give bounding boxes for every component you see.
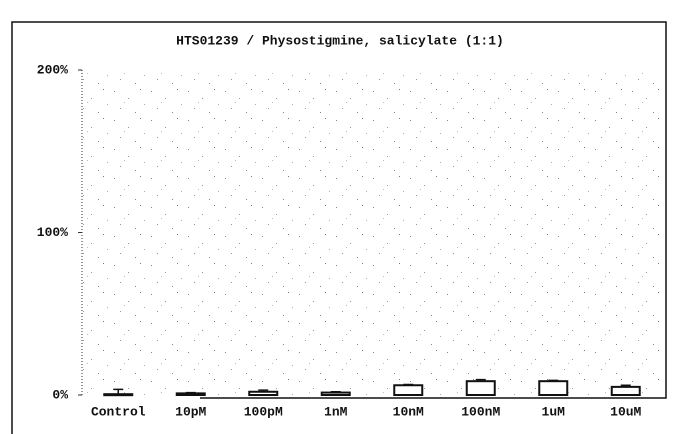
frame <box>11 21 667 434</box>
y-tick-label: 0% <box>52 387 68 402</box>
error-bar <box>620 384 631 387</box>
x-tick-label: 1uM <box>542 404 566 419</box>
x-tick-label: 10pM <box>175 404 206 419</box>
x-tick-label: Control <box>91 404 146 419</box>
bar <box>538 380 569 396</box>
bar <box>175 392 206 396</box>
bar <box>248 390 279 396</box>
error-bar <box>403 383 414 386</box>
x-tick-label: 100pM <box>244 404 283 419</box>
y-tick-label: 200% <box>37 62 68 77</box>
error-bar <box>330 391 341 393</box>
bar <box>320 391 351 396</box>
x-tick-label: 10nM <box>393 404 424 419</box>
error-bar <box>258 389 269 392</box>
error-bar <box>185 391 196 394</box>
x-tick-label: 1nM <box>324 404 348 419</box>
error-bar <box>548 379 559 382</box>
chart-title: HTS01239 / Physostigmine, salicylate (1:… <box>176 33 504 48</box>
y-tick-label: 100% <box>37 225 68 240</box>
error-bar <box>113 388 124 395</box>
x-tick-label: 10uM <box>610 404 641 419</box>
x-tick-label: 100nM <box>461 404 500 419</box>
bar <box>103 393 134 397</box>
bar <box>465 380 496 396</box>
bar <box>610 385 641 396</box>
error-bar <box>475 378 486 382</box>
plot-area <box>82 70 662 395</box>
bar <box>393 384 424 396</box>
